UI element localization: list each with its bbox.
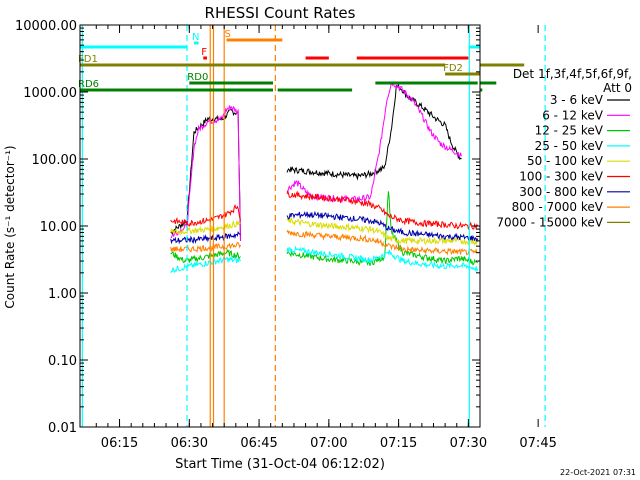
y-tick-label: 10000.00 [15,19,77,34]
legend-header-line1: Det 1f,3f,4f,5f,6f,9f, [513,67,632,81]
legend-entry-label: 800 - 7000 keV [512,200,604,214]
series-line [286,189,479,231]
series-line [170,241,241,253]
y-axis: 10000.00 1000.00 100.00 10.00 1.00 0.10 0.01 [15,19,480,436]
legend-entry-label: 50 - 100 keV [527,154,604,168]
y-tick-label: 0.01 [48,421,77,436]
legend-entry-label: 12 - 25 keV [535,124,604,138]
x-tick-label: 07:30 [450,436,487,451]
x-tick-label: 06:45 [240,436,277,451]
x-tick-label: 06:15 [101,436,138,451]
legend-entry-label: 3 - 6 keV [550,93,604,107]
legend-header-line2: Att 0 [603,81,632,95]
y-tick-label: 1.00 [48,287,77,302]
series-line [170,108,241,241]
timestamp: 22-Oct-2021 07:31 [560,468,636,477]
legend: Det 1f,3f,4f,5f,6f,9f, Att 0 3 - 6 keV6 … [496,67,632,229]
series-line [286,83,462,181]
legend-entry-label: 7000 - 15000 keV [496,215,603,229]
series-line [170,255,241,274]
flag-label: F [201,47,207,58]
x-axis: 06:15 06:30 06:45 07:00 07:15 07:30 07:45 [95,25,557,451]
y-tick-label: 0.10 [48,354,77,369]
flag-label: FD2 [443,63,463,74]
legend-entry-label: 25 - 50 keV [535,139,604,153]
legend-entry-label: 300 - 800 keV [519,185,603,199]
series-line [286,191,479,267]
x-tick-label: 07:45 [519,436,556,451]
x-tick-label: 06:30 [171,436,208,451]
series-line [286,210,479,243]
x-tick-label: 07:15 [380,436,417,451]
y-tick-label: 1000.00 [23,86,77,101]
chart-title: RHESSI Count Rates [205,4,356,22]
series-line [286,245,479,273]
legend-entry-label: 100 - 300 keV [519,170,603,184]
series-line [170,231,241,245]
series-line [286,216,479,246]
flag-label: N [192,32,199,43]
y-tick-label: 10.00 [40,220,77,235]
plot-frame [79,24,481,428]
y-axis-label: Count Rate (s⁻¹ detector⁻¹) [3,145,17,308]
y-tick-label: 100.00 [32,153,78,168]
flag-label: RD6 [78,79,99,90]
series-line [170,248,241,264]
flag-label: S [225,29,231,40]
x-tick-label: 07:00 [310,436,347,451]
series-line [170,220,241,236]
series-line [286,81,462,204]
flag-label: FD1 [78,54,98,65]
x-axis-label: Start Time (31-Oct-04 06:12:02) [175,457,385,472]
plot-data [170,81,479,274]
series-line [286,229,478,256]
flag-bars: N S F FD1 FD2 RD0 RD6 [78,29,525,92]
legend-entry-label: 6 - 12 keV [542,108,604,122]
flag-label: RD0 [187,72,208,83]
series-line [170,203,241,227]
